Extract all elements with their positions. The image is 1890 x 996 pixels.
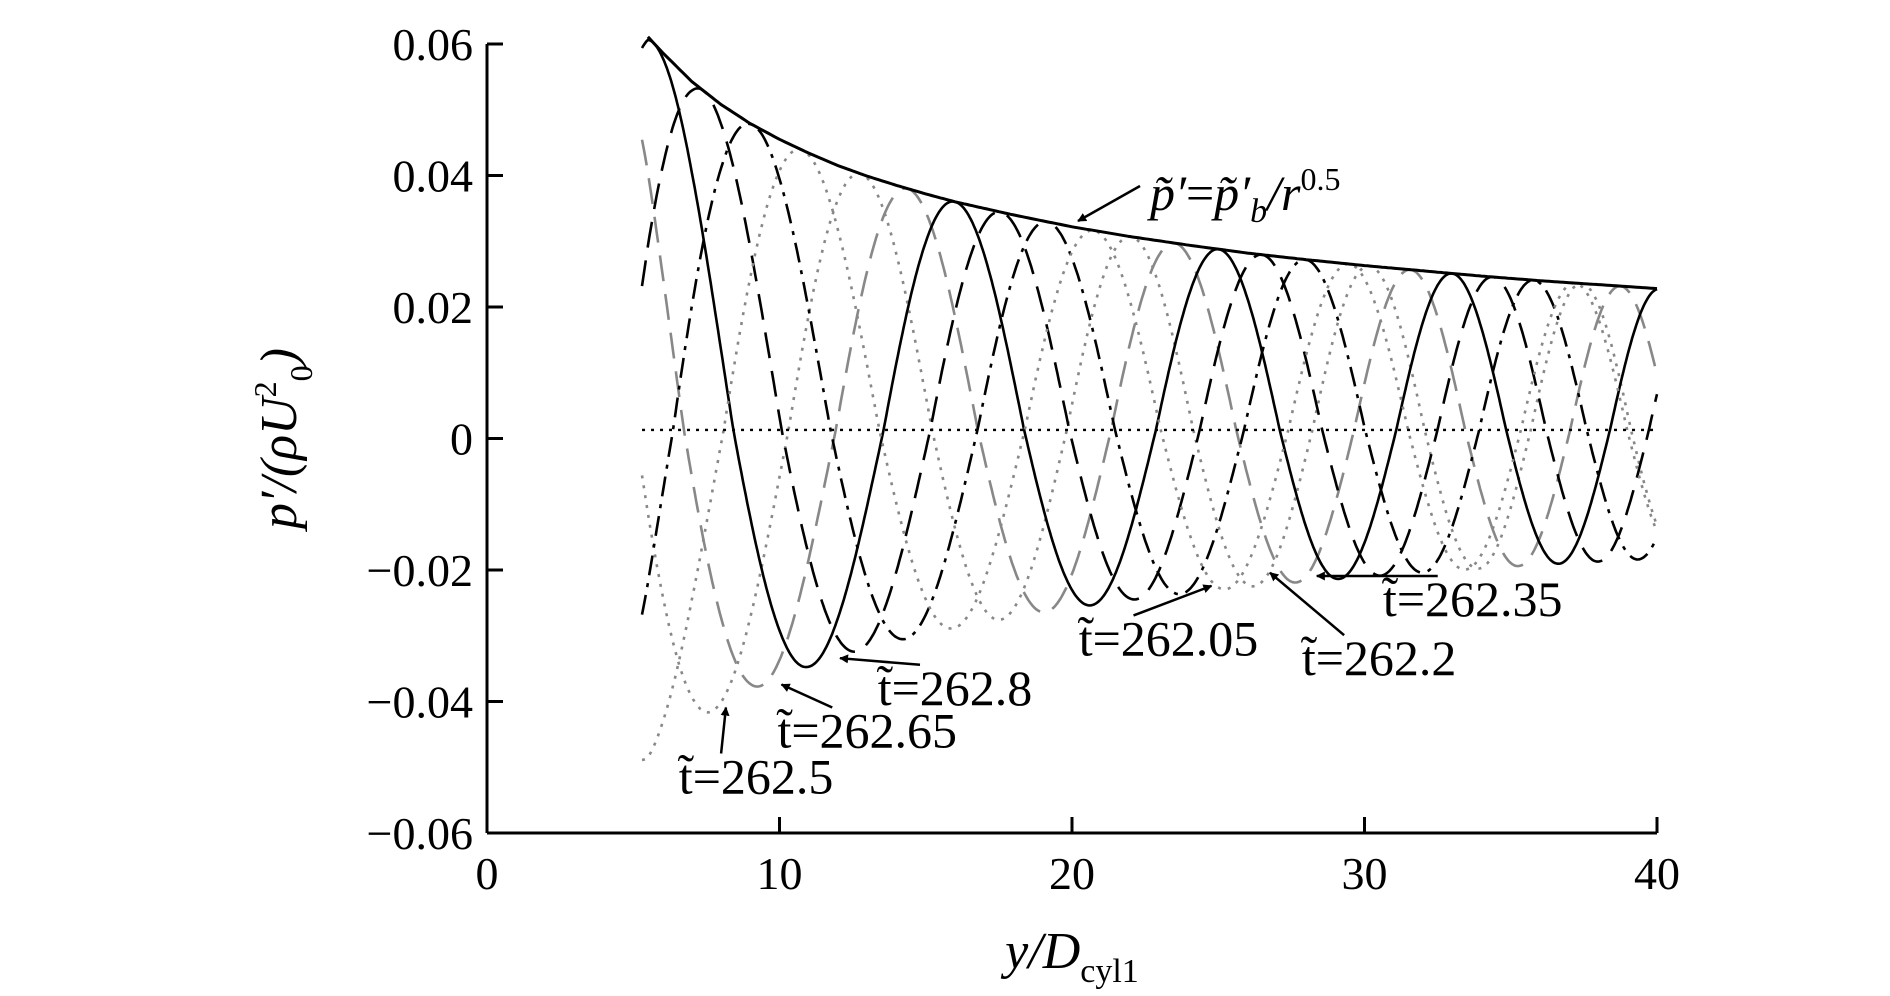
series-annotation-arrow [839, 654, 921, 667]
y-tick-label: 0.04 [393, 151, 474, 202]
envelope-annotation-arrow [1077, 184, 1141, 223]
series-annotation-label: t̃=262.65 [776, 703, 957, 759]
series-line-2 [640, 139, 1659, 688]
x-tick-label: 10 [757, 848, 803, 899]
series-annotation-label: t̃=262.35 [1382, 571, 1563, 627]
y-tick-label: −0.02 [367, 545, 473, 596]
axes: 0.060.040.020−0.02−0.04−0.060 10 20 30 40y/D… [247, 19, 1680, 990]
series-line-1 [640, 172, 1659, 714]
y-tick-label: −0.06 [367, 808, 473, 859]
y-axis-label: p′/(ρU20) [247, 348, 319, 533]
series-annotation-label: t̃=262.2 [1301, 630, 1457, 686]
y-tick-label: −0.04 [367, 677, 473, 728]
x-axis-label: y/Dcyl1 [1000, 923, 1139, 990]
series-annotation-arrow [719, 706, 730, 754]
x-tick-label: 0 [476, 848, 499, 899]
x-tick-label: 30 [1342, 848, 1388, 899]
annotations: p̃′=p̃′b/r0.5 t̃=262.5t̃=262.65t̃=262.8 t̃… [678, 161, 1563, 805]
plot-area [640, 35, 1659, 762]
series-annotation-label: t̃=262.5 [678, 749, 834, 805]
series-line-5 [640, 122, 1659, 641]
y-tick-label: 0.02 [393, 282, 474, 333]
series-annotation-arrow [1269, 571, 1345, 637]
x-tick-label: 20 [1049, 848, 1095, 899]
series-annotation-arrow [780, 683, 833, 709]
y-tick-label: 0 [450, 414, 473, 465]
x-tick-label: 40 [1634, 848, 1680, 899]
series-annotation-arrow [1133, 584, 1213, 617]
envelope-formula-label: p̃′=p̃′b/r0.5 [1147, 161, 1340, 230]
series-line-3 [640, 38, 1658, 669]
envelope-line [646, 35, 1658, 291]
y-tick-label: 0.06 [393, 19, 474, 70]
series-annotation-label: t̃=262.05 [1077, 610, 1258, 666]
series-annotation-label: t̃=262.8 [876, 660, 1032, 716]
